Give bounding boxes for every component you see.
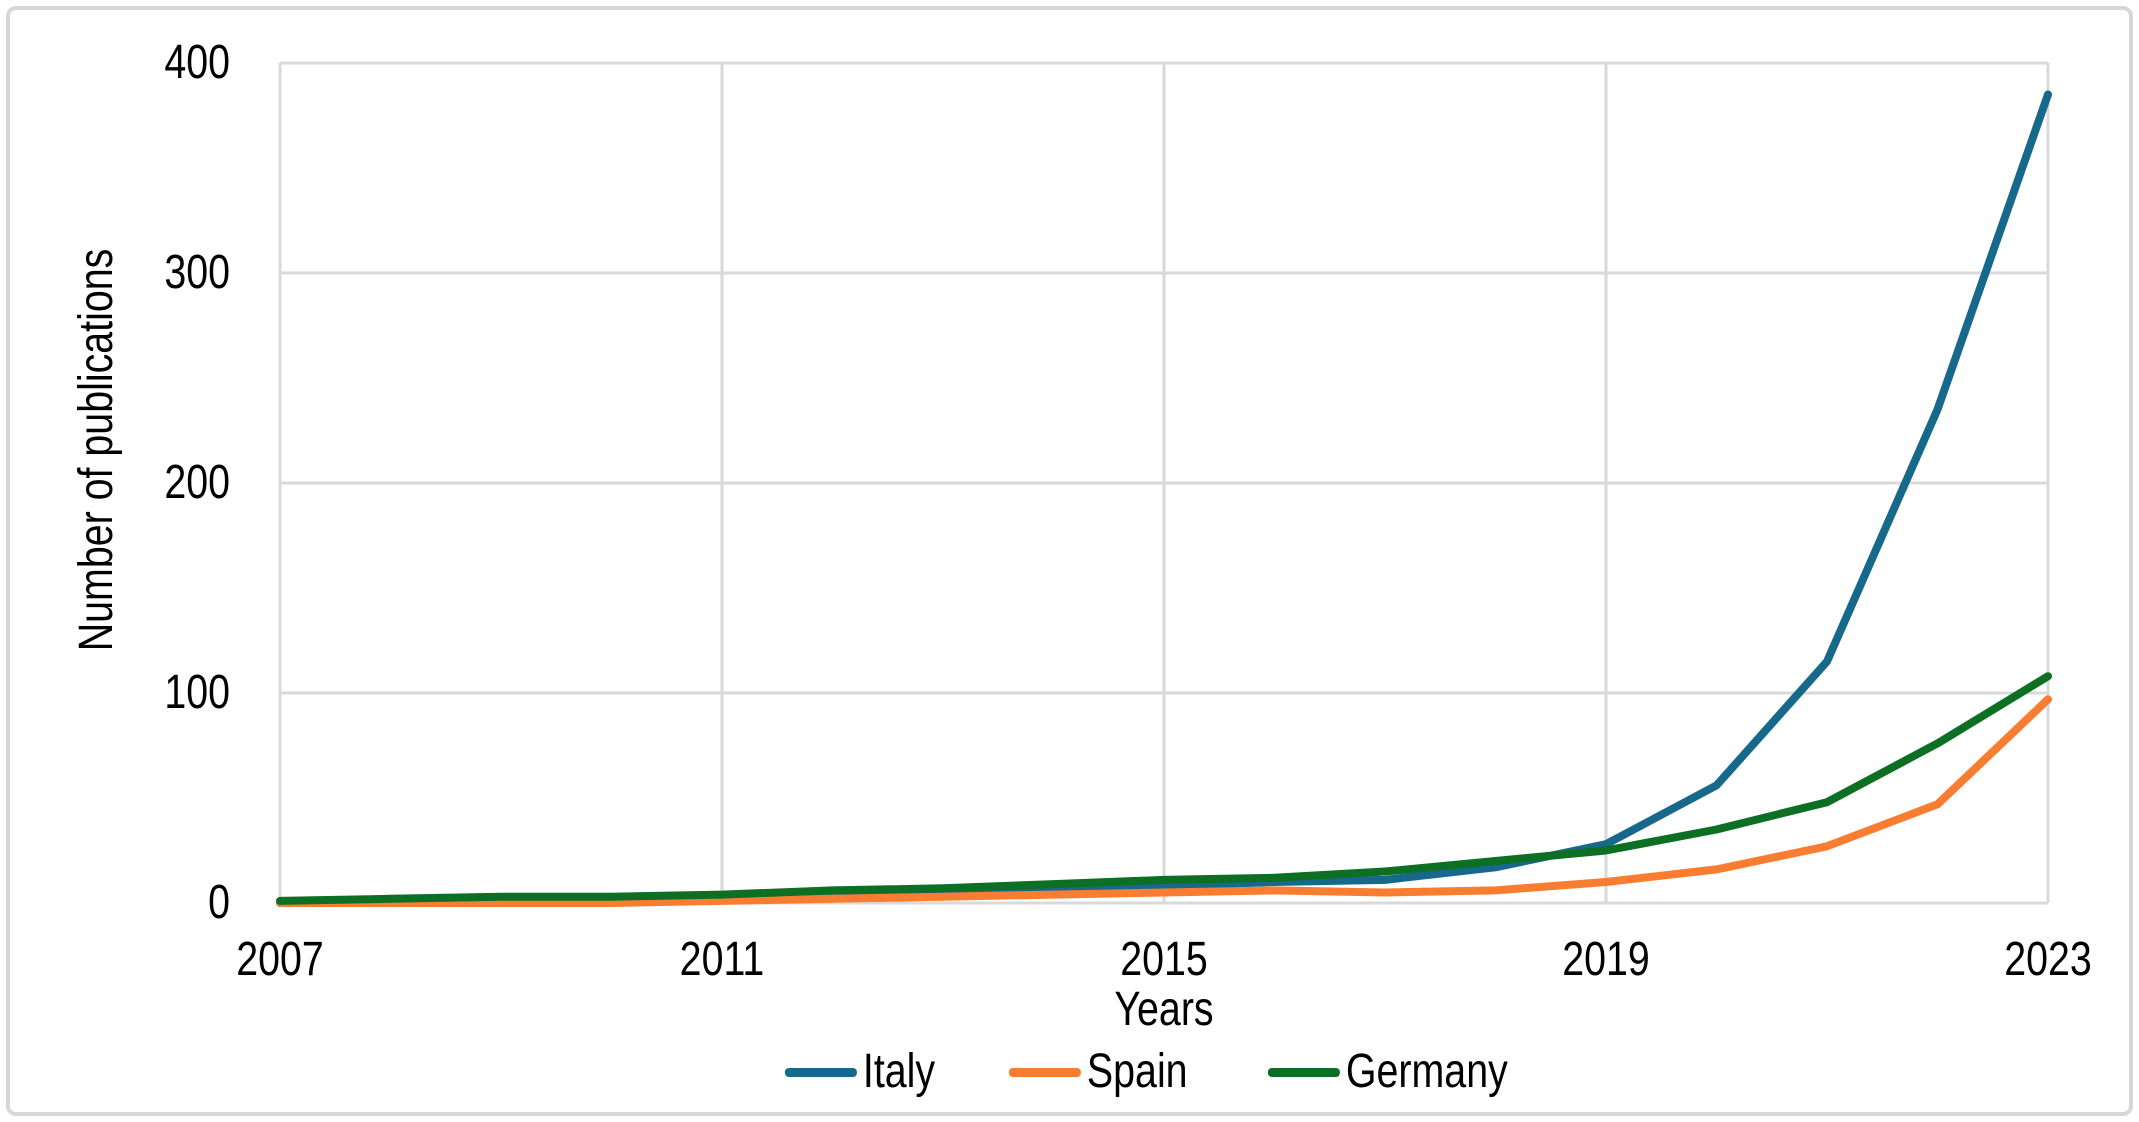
legend-swatch-spain xyxy=(1008,1067,1081,1077)
legend-item-italy: Italy xyxy=(784,1045,951,1098)
legend-item-germany: Germany xyxy=(1267,1045,1543,1098)
legend-label-germany: Germany xyxy=(1345,1045,1508,1098)
y-axis-title: Number of publications xyxy=(70,248,123,652)
legend-label-italy: Italy xyxy=(862,1045,936,1098)
x-axis-title: Years xyxy=(1114,983,1214,1036)
x-tick-label: 2007 xyxy=(236,933,324,986)
y-tick-label: 0 xyxy=(208,876,230,929)
legend: Italy Spain Germany xyxy=(784,1045,1543,1098)
legend-label-spain: Spain xyxy=(1086,1045,1188,1098)
legend-swatch-germany xyxy=(1267,1067,1340,1077)
legend-item-spain: Spain xyxy=(1008,1045,1210,1098)
legend-swatch-italy xyxy=(784,1067,857,1077)
series-line-germany xyxy=(276,672,2052,905)
y-tick-label: 100 xyxy=(164,666,230,719)
y-tick-label: 200 xyxy=(164,456,230,509)
x-tick-label: 2023 xyxy=(2004,933,2092,986)
x-tick-label: 2011 xyxy=(679,933,765,986)
x-tick-label: 2015 xyxy=(1120,933,1208,986)
y-tick-label: 300 xyxy=(164,246,230,299)
x-tick-label: 2019 xyxy=(1562,933,1650,986)
y-tick-label: 400 xyxy=(164,36,230,89)
series-line-spain xyxy=(276,695,2052,907)
